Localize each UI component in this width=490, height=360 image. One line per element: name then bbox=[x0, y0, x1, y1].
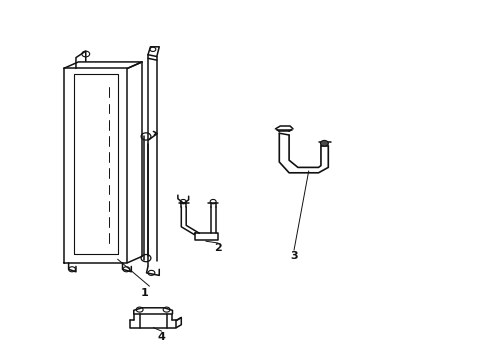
Text: 1: 1 bbox=[141, 288, 148, 298]
Text: 3: 3 bbox=[290, 251, 298, 261]
Text: 4: 4 bbox=[158, 332, 166, 342]
Text: 2: 2 bbox=[214, 243, 222, 253]
